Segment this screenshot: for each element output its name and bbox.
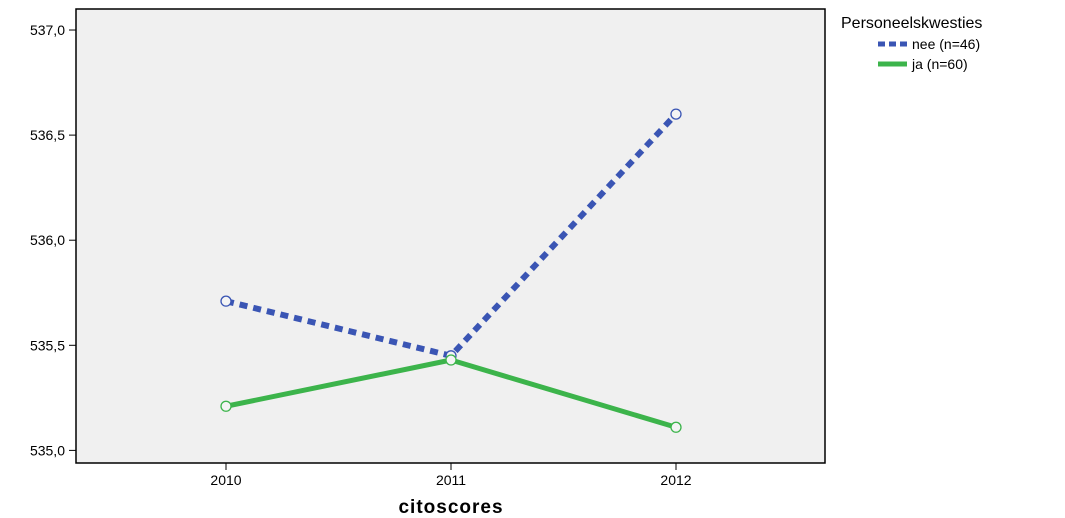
legend-item: ja (n=60) bbox=[878, 56, 968, 72]
x-axis-title: citoscores bbox=[398, 497, 503, 518]
y-tick-label: 536,5 bbox=[30, 127, 65, 143]
x-axis: 2010 2011 2012 bbox=[210, 463, 692, 488]
legend-label: nee (n=46) bbox=[912, 36, 980, 52]
legend: Personeelskwesties nee (n=46) ja (n=60) bbox=[841, 15, 982, 72]
data-point bbox=[670, 421, 682, 433]
y-tick-label: 537,0 bbox=[30, 22, 65, 38]
legend-title: Personeelskwesties bbox=[841, 15, 982, 32]
y-tick-label: 535,0 bbox=[30, 442, 65, 458]
legend-item: nee (n=46) bbox=[878, 36, 980, 52]
data-point bbox=[445, 354, 457, 366]
series-layer bbox=[220, 108, 682, 433]
data-point bbox=[670, 108, 682, 120]
x-tick-label: 2010 bbox=[210, 472, 241, 488]
x-tick-label: 2011 bbox=[436, 472, 466, 488]
plot-area bbox=[75, 8, 826, 464]
legend-label: ja (n=60) bbox=[911, 56, 968, 72]
y-tick-label: 536,0 bbox=[30, 232, 65, 248]
y-axis: 535,0 535,5 536,0 536,5 537,0 bbox=[30, 22, 76, 458]
x-tick-label: 2012 bbox=[660, 472, 691, 488]
data-point bbox=[220, 295, 232, 307]
data-point bbox=[220, 400, 232, 412]
y-tick-label: 535,5 bbox=[30, 337, 65, 353]
